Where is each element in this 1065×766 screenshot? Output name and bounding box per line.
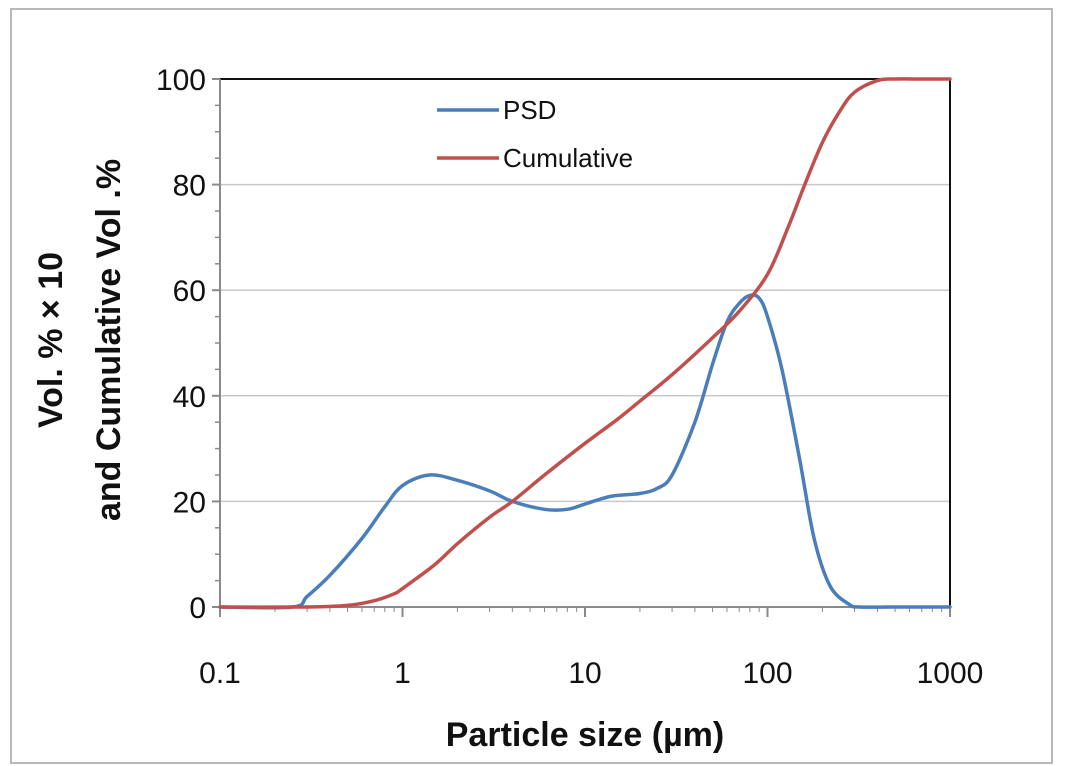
series-line-cumulative — [218, 77, 952, 609]
x-axis-title: Particle size (µm) — [446, 716, 724, 754]
y-tick-label: 80 — [173, 170, 206, 203]
x-tick-label: 0.1 — [199, 657, 241, 690]
chart-frame — [10, 8, 1053, 764]
x-tick-label: 10 — [568, 657, 601, 690]
series-line-psd — [218, 293, 952, 610]
legend: PSD Cumulative — [437, 95, 633, 173]
legend-label-psd: PSD — [503, 95, 556, 125]
y-axis-title-line1: Vol. % × 10 — [32, 252, 70, 428]
gridlines — [220, 183, 950, 503]
y-tick-label: 20 — [173, 486, 206, 519]
legend-label-cumulative: Cumulative — [503, 143, 633, 173]
x-tick-label: 1000 — [917, 657, 984, 690]
axes: 0 20 40 60 80 100 0.1 1 10 100 1000 — [156, 64, 983, 690]
y-tick-label: 40 — [173, 381, 206, 414]
y-axis-title-line2: and Cumulative Vol .% — [90, 159, 128, 521]
y-tick-label: 0 — [189, 592, 206, 625]
series-lines — [218, 77, 952, 610]
y-tick-label: 100 — [156, 64, 206, 97]
x-tick-label: 1 — [394, 657, 411, 690]
x-tick-label: 100 — [742, 657, 792, 690]
y-tick-label: 60 — [173, 275, 206, 308]
